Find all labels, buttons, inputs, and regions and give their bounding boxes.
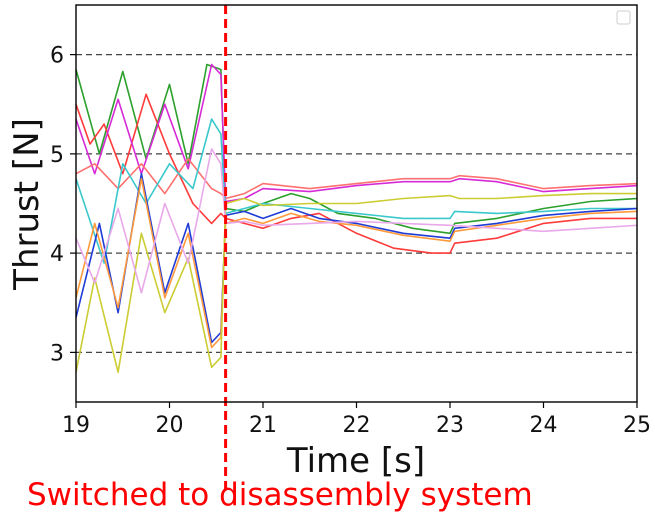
y-tick-label: 5	[50, 143, 64, 168]
x-tick-label: 25	[623, 413, 651, 438]
series-line-4	[75, 158, 638, 200]
y-tick-label: 6	[50, 44, 64, 69]
series-line-8	[75, 192, 637, 373]
x-tick-label: 19	[62, 413, 90, 438]
series-line-9	[75, 148, 638, 294]
y-tick-label: 3	[50, 341, 64, 366]
y-axis-label: Thrust [N]	[7, 118, 47, 291]
annotation-text: Switched to disassembly system	[27, 477, 533, 513]
series-line-6	[75, 172, 638, 344]
series-line-3	[75, 63, 638, 203]
series-line-1	[75, 63, 638, 235]
x-tick-label: 20	[156, 413, 184, 438]
x-tick-label: 22	[343, 413, 371, 438]
legend-box	[616, 10, 631, 25]
x-axis-label: Time [s]	[286, 441, 425, 481]
ticks-layer: 19 20 21 22 23 24 25 3 4 5 6	[50, 44, 651, 438]
x-tick-label: 21	[249, 413, 277, 438]
y-tick-label: 4	[50, 242, 64, 267]
series-line-5	[75, 118, 637, 264]
series-layer	[75, 63, 638, 373]
series-line-2	[75, 93, 637, 254]
x-tick-label: 23	[436, 413, 464, 438]
x-tick-label: 24	[530, 413, 558, 438]
